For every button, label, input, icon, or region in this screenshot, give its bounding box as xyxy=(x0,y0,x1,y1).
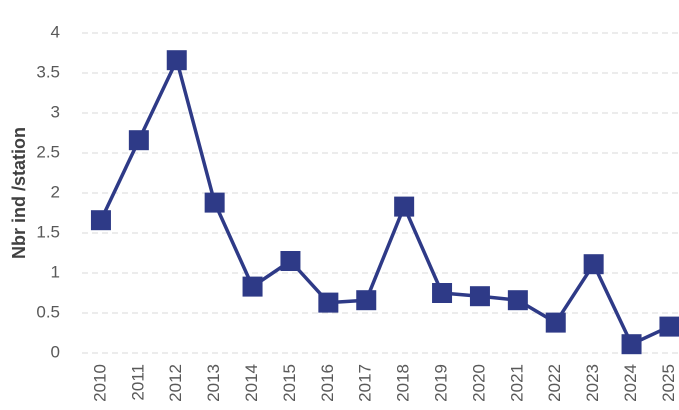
y-axis-label: Nbr ind /station xyxy=(9,127,29,259)
y-tick-label: 3.5 xyxy=(36,62,60,81)
marker xyxy=(583,254,604,275)
x-tick-label: 2023 xyxy=(583,364,602,402)
marker xyxy=(621,334,642,355)
y-tick-label: 0 xyxy=(51,342,60,361)
marker xyxy=(469,286,490,307)
x-tick-label: 2014 xyxy=(242,364,261,402)
y-tick-label: 1 xyxy=(51,262,60,281)
marker xyxy=(242,276,263,297)
y-tick-label: 3 xyxy=(51,102,60,121)
y-tick-label: 4 xyxy=(51,22,60,41)
marker xyxy=(394,196,415,217)
marker xyxy=(166,50,187,71)
x-tick-label: 2021 xyxy=(507,364,526,402)
x-tick-label: 2025 xyxy=(659,364,678,402)
y-tick-label: 1.5 xyxy=(36,222,60,241)
x-tick-label: 2016 xyxy=(318,364,337,402)
x-tick-label: 2022 xyxy=(545,364,564,402)
marker xyxy=(128,130,149,151)
y-tick-label: 0.5 xyxy=(36,302,60,321)
x-tick-label: 2010 xyxy=(90,364,109,402)
marker xyxy=(356,290,377,311)
x-tick-label: 2024 xyxy=(621,364,640,402)
marker xyxy=(659,316,679,337)
x-tick-label: 2017 xyxy=(356,364,375,402)
y-tick-label: 2.5 xyxy=(36,142,60,161)
line xyxy=(99,58,671,346)
marker xyxy=(545,312,566,333)
x-tick-label: 2020 xyxy=(469,364,488,402)
x-tick-label: 2011 xyxy=(128,364,147,401)
x-tick-label: 2018 xyxy=(394,364,413,402)
y-tick-label: 2 xyxy=(51,182,60,201)
x-tick-label: 2019 xyxy=(432,364,451,402)
marker xyxy=(507,290,528,311)
x-tick-label: 2012 xyxy=(166,364,185,402)
x-tick-label: 2015 xyxy=(280,364,299,402)
marker xyxy=(318,292,339,313)
x-tick-label: 2013 xyxy=(204,364,223,402)
marker xyxy=(204,192,225,213)
marker xyxy=(90,210,111,231)
marker xyxy=(432,283,453,303)
marker xyxy=(280,251,301,271)
